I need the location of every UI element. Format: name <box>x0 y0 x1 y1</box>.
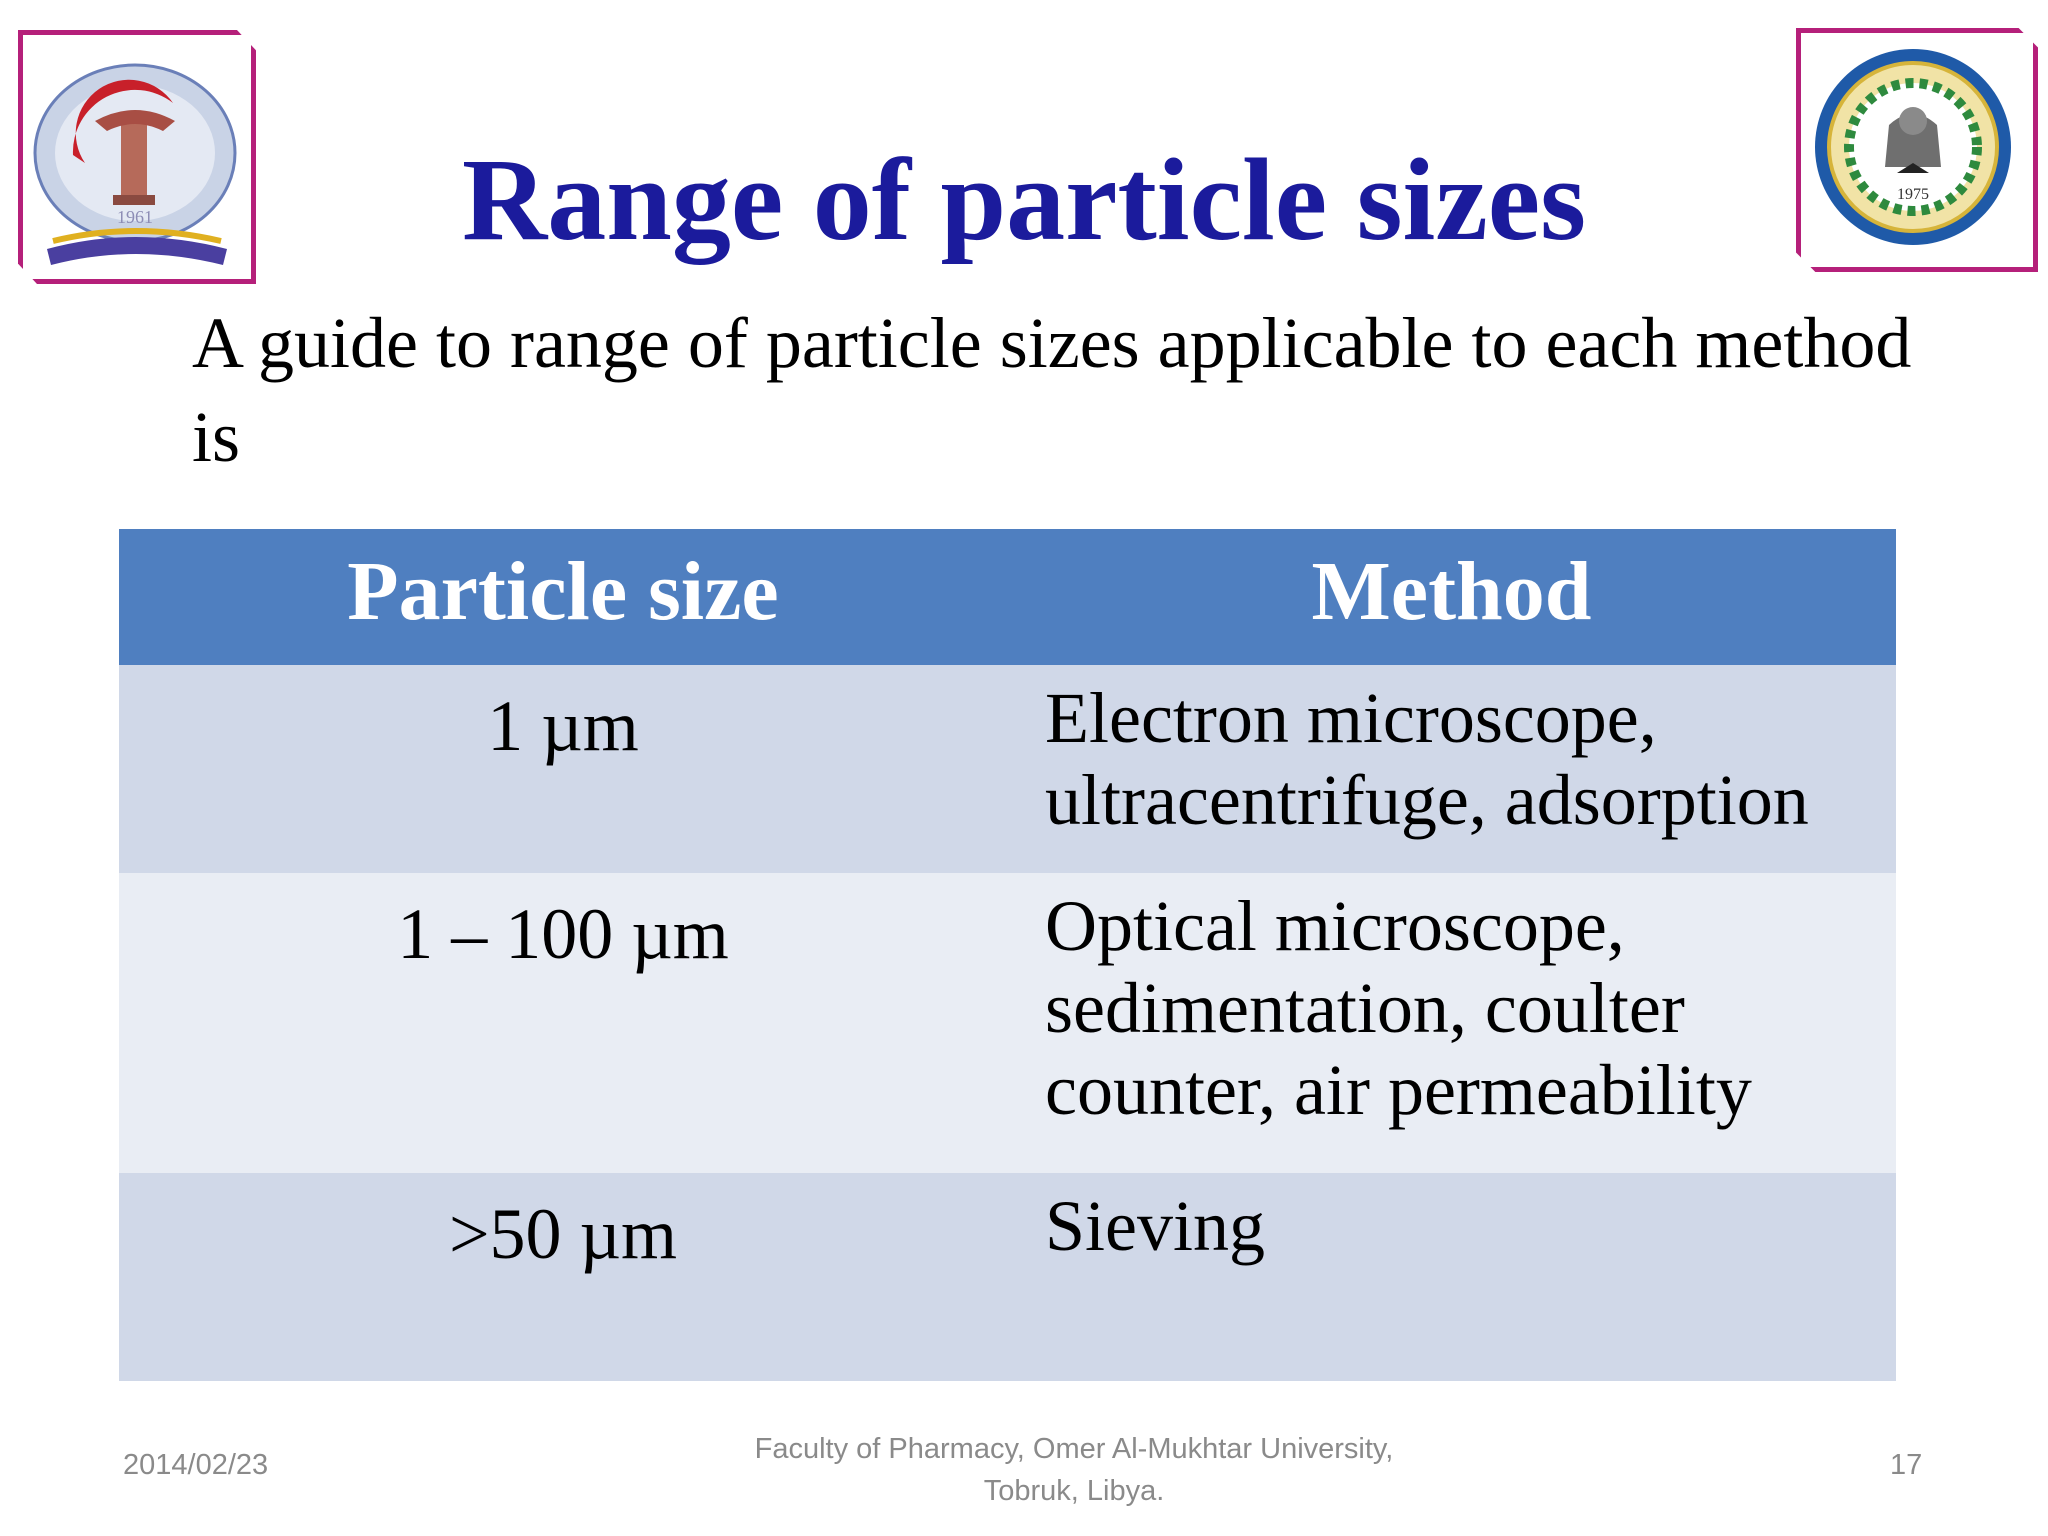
method-cell: Optical microscope, sedimentation, coult… <box>1045 886 1752 1130</box>
table-row: 1 µm Electron microscope, ultracentrifug… <box>119 665 1896 873</box>
slide-title: Range of particle sizes <box>462 134 1586 265</box>
method-cell: Electron microscope, ultracentrifuge, ad… <box>1045 678 1809 840</box>
faculty-emblem-icon: 1961 <box>33 63 237 265</box>
footer-institution-line1: Faculty of Pharmacy, Omer Al-Mukhtar Uni… <box>754 1433 1394 1465</box>
table-header: Particle size Method <box>119 529 1896 665</box>
method-cell: Sieving <box>1045 1186 1266 1266</box>
university-logo: 1975 <box>1796 28 2038 272</box>
svg-text:1975: 1975 <box>1897 186 1929 203</box>
particle-size-cell: >50 µm <box>448 1194 678 1274</box>
footer-institution-line2: Tobruk, Libya. <box>983 1475 1165 1507</box>
svg-text:1961: 1961 <box>117 207 153 227</box>
particle-size-cell: 1 – 100 µm <box>397 894 729 974</box>
university-seal-icon: 1975 <box>1815 49 2011 245</box>
footer-institution: Faculty of Pharmacy, Omer Al-Mukhtar Uni… <box>660 1428 1488 1512</box>
intro-text: A guide to range of particle sizes appli… <box>192 303 1912 477</box>
table-row: 1 – 100 µm Optical microscope, sedimenta… <box>119 873 1896 1173</box>
faculty-logo: 1961 <box>18 30 256 284</box>
table-row: >50 µm Sieving <box>119 1173 1896 1381</box>
particle-size-cell: 1 µm <box>487 686 639 766</box>
particle-size-table: Particle size Method 1 µm Electron micro… <box>119 529 1896 1381</box>
header-method: Method <box>1311 545 1592 638</box>
footer-date: 2014/02/23 <box>123 1449 269 1481</box>
page-number: 17 <box>1890 1449 1923 1481</box>
header-particle-size: Particle size <box>347 545 779 638</box>
